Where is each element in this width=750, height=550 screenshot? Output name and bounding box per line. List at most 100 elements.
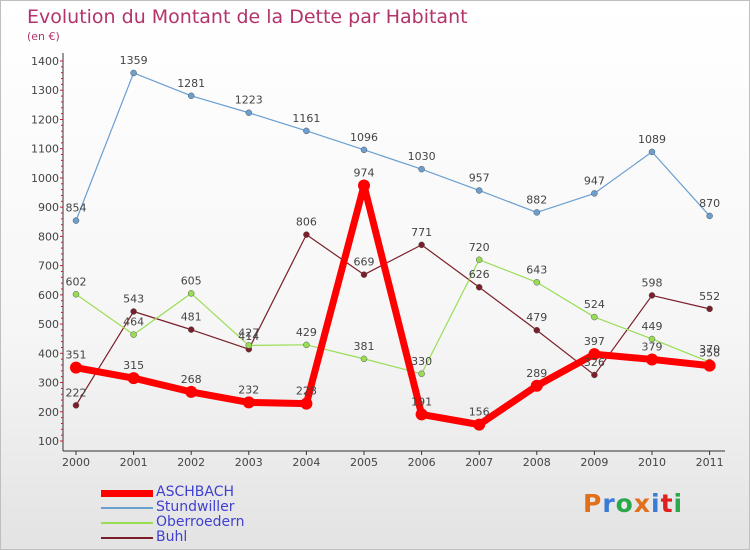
data-label: 429 [296, 326, 317, 339]
data-label: 1089 [638, 133, 666, 146]
data-point [591, 313, 598, 321]
data-point [706, 212, 713, 220]
x-tick-label: 2007 [465, 456, 493, 469]
y-tick-label: 300 [38, 377, 59, 390]
y-tick-label: 1200 [31, 113, 59, 126]
data-label: 191 [411, 395, 432, 408]
data-point [187, 92, 195, 100]
series-line-stundwiller [75, 72, 711, 222]
data-label: 232 [238, 383, 259, 396]
data-point [415, 408, 428, 421]
x-tick-label: 2000 [62, 456, 90, 469]
data-label: 598 [642, 276, 663, 289]
data-point [127, 372, 140, 385]
x-tick-label: 2008 [523, 456, 551, 469]
data-point [533, 326, 541, 334]
data-point [706, 305, 713, 313]
x-tick-label: 2011 [696, 456, 724, 469]
legend-swatch [101, 490, 153, 497]
data-label: 626 [469, 268, 490, 281]
data-point [588, 348, 601, 361]
y-tick-label: 500 [38, 318, 59, 331]
data-point [473, 418, 486, 431]
data-label: 806 [296, 216, 317, 229]
data-label: 524 [584, 298, 605, 311]
data-point [530, 379, 543, 392]
data-point [475, 256, 483, 264]
chart-title: Evolution du Montant de la Dette par Hab… [27, 6, 468, 28]
y-tick-label: 1300 [31, 84, 59, 97]
data-point [300, 397, 313, 410]
x-tick-label: 2002 [177, 456, 205, 469]
data-label: 1030 [408, 150, 436, 163]
y-tick-label: 800 [38, 230, 59, 243]
y-tick-label: 1000 [31, 172, 59, 185]
logo-letter: x [633, 489, 651, 518]
data-point [187, 290, 195, 297]
data-point [360, 355, 368, 363]
data-label: 481 [181, 311, 202, 324]
data-label: 156 [469, 406, 490, 419]
data-label: 326 [584, 356, 605, 369]
data-label: 358 [699, 347, 720, 360]
legend-swatch [101, 507, 153, 509]
data-label: 379 [642, 340, 663, 353]
legend-swatch [101, 522, 153, 524]
legend-label: ASCHBACH [156, 484, 235, 500]
data-label: 479 [526, 311, 547, 324]
data-point [242, 396, 255, 409]
logo-letter: t [660, 489, 674, 518]
data-point [533, 209, 541, 216]
data-point [360, 146, 368, 154]
data-point [360, 271, 368, 278]
data-point [646, 353, 658, 366]
data-label: 228 [296, 385, 317, 398]
data-point [303, 231, 310, 238]
data-label: 381 [354, 340, 375, 353]
logo-letter: P [583, 489, 603, 518]
data-point [533, 279, 541, 286]
data-point [130, 331, 137, 338]
x-tick-label: 2004 [292, 456, 320, 469]
data-label: 1359 [120, 54, 148, 67]
data-label: 222 [66, 386, 87, 399]
chart-unit-label: (en €) [27, 30, 60, 43]
y-tick-label: 400 [38, 347, 59, 360]
data-label: 882 [526, 193, 547, 206]
series-line-oberroedern [75, 259, 711, 375]
data-point [303, 341, 310, 349]
data-point [72, 291, 80, 298]
x-tick-label: 2005 [350, 456, 378, 469]
data-label: 289 [526, 367, 547, 380]
logo-letter: i [651, 489, 661, 518]
x-tick-label: 2003 [235, 456, 263, 469]
data-point [72, 402, 80, 409]
data-point [648, 148, 656, 156]
data-point [648, 335, 656, 343]
legend-label: Buhl [156, 529, 188, 545]
data-label: 351 [66, 349, 87, 362]
data-point [187, 326, 195, 333]
data-label: 330 [411, 355, 432, 368]
x-tick-label: 2006 [408, 456, 436, 469]
logo-letter: i [673, 489, 684, 518]
data-label: 543 [123, 293, 144, 306]
x-tick-label: 2001 [120, 456, 148, 469]
logo-letter: o [615, 489, 634, 518]
data-label: 427 [238, 326, 259, 339]
data-label: 315 [123, 359, 144, 372]
y-tick-label: 200 [38, 406, 59, 419]
data-point [72, 217, 80, 224]
y-tick-label: 700 [38, 260, 59, 273]
legend-label: Oberroedern [156, 514, 245, 530]
y-tick-label: 900 [38, 201, 59, 214]
data-point [358, 179, 370, 192]
data-label: 464 [123, 316, 144, 329]
series-line-aschbach [72, 182, 714, 429]
data-label: 643 [526, 263, 547, 276]
data-point [185, 385, 198, 398]
data-point [130, 308, 137, 315]
data-point [591, 190, 598, 197]
data-label: 947 [584, 174, 605, 187]
